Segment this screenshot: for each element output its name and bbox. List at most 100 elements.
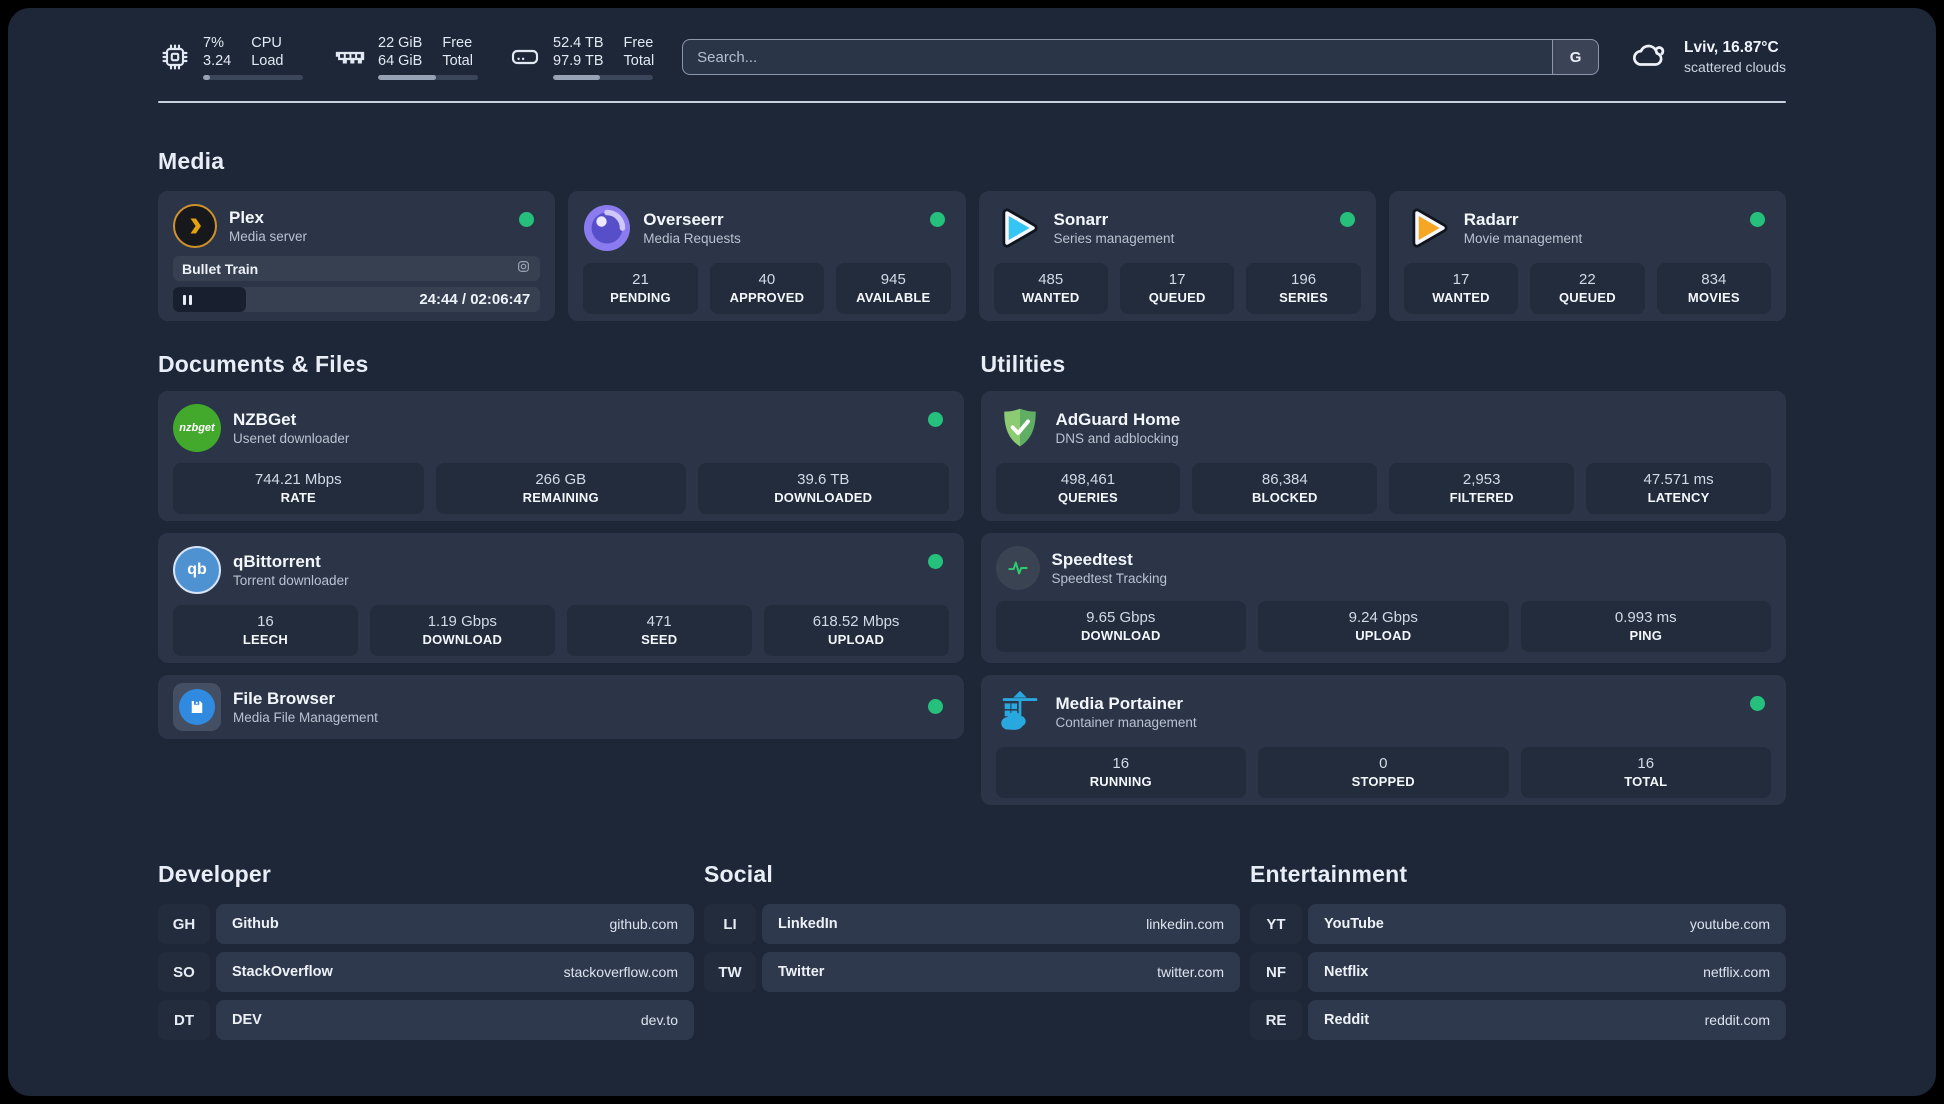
app-title-nzbget: NZBGet [233,409,297,429]
filebrowser-logo-icon [173,683,221,731]
bookmark-twitter[interactable]: TW Twitter twitter.com [704,952,1240,992]
app-title-sonarr: Sonarr [1053,209,1109,229]
status-online-dot [927,699,943,714]
app-card-sonarr[interactable]: Sonarr Series management 485 WANTED 17 Q… [978,191,1376,321]
bookmark-abbr: YT [1250,904,1302,944]
bookmark-linkedin[interactable]: LI LinkedIn linkedin.com [704,904,1240,944]
plex-logo-icon [173,204,217,248]
bookmark-abbr: LI [704,904,756,944]
stat-box-download: 1.19 Gbps DOWNLOAD [369,605,555,656]
utilities-column: Utilities [980,351,1786,805]
app-title-speedtest: Speedtest [1051,549,1133,569]
bookmark-netflix[interactable]: NF Netflix netflix.com [1250,952,1786,992]
status-online-dot [519,212,535,227]
app-title-qbittorrent: qBittorrent [233,551,321,571]
memory-stat: 22 GiB 64 GiB Free Total [333,34,478,80]
app-subtitle-sonarr: Series management [1053,230,1175,246]
bookmark-dev[interactable]: DT DEV dev.to [158,1000,694,1040]
disk-progress-bar [553,75,653,80]
cpu-icon [158,40,192,74]
bookmark-github[interactable]: GH Github github.com [158,904,694,944]
app-card-overseerr[interactable]: Overseerr Media Requests 21 PENDING 40 A… [568,191,966,321]
app-card-qbittorrent[interactable]: qb qBittorrent Torrent downloader 16 [158,533,964,663]
stat-box-queries: 498,461 QUERIES [995,463,1181,514]
bookmark-name: StackOverflow [232,964,333,980]
app-card-portainer[interactable]: Media Portainer Container management 16 … [980,675,1786,805]
ram-progress-bar [378,75,478,80]
bookmark-url: netflix.com [1703,964,1770,980]
status-online-dot [1750,212,1765,227]
app-title-overseerr: Overseerr [643,209,724,229]
stat-box-available: 945 AVAILABLE [836,263,951,314]
disk-label-bottom: Total [623,53,655,69]
status-online-dot [927,554,943,569]
bookmark-name: Netflix [1324,964,1369,980]
bookmark-youtube[interactable]: YT YouTube youtube.com [1250,904,1786,944]
social-links-section: Social LI LinkedIn linkedin.com TW Twitt… [704,861,1240,1048]
stat-box-movies: 834 MOVIES [1656,263,1772,314]
bookmark-url: github.com [609,916,678,932]
stat-box-upload: 9.24 Gbps UPLOAD [1258,601,1509,652]
cloud-icon [1627,36,1671,79]
stat-box-ping: 0.993 ms PING [1520,601,1771,652]
stat-box-wanted: 17 WANTED [1403,263,1519,314]
section-title-developer: Developer [158,861,272,887]
bookmark-name: LinkedIn [778,916,838,932]
stat-box-running: 16 RUNNING [995,747,1246,798]
app-title-adguard: AdGuard Home [1055,409,1181,429]
app-subtitle-qbittorrent: Torrent downloader [233,572,349,588]
app-card-plex[interactable]: Plex Media server Bullet Train [158,191,556,321]
app-subtitle-speedtest: Speedtest Tracking [1051,570,1168,586]
qbittorrent-logo-text: qb [187,561,207,578]
entertainment-links-section: Entertainment YT YouTube youtube.com NF … [1250,861,1786,1048]
bookmark-name: Reddit [1324,1012,1370,1028]
header-divider [158,101,1786,103]
cpu-usage-value: 7% [203,35,224,51]
stat-box-rate: 744.21 Mbps RATE [173,463,424,514]
section-title-social: Social [704,861,773,887]
stat-box-wanted: 485 WANTED [993,263,1108,314]
stat-box-queued: 17 QUEUED [1119,263,1235,314]
app-card-adguard[interactable]: AdGuard Home DNS and adblocking 498,461 … [980,391,1786,521]
bookmark-abbr: GH [158,904,210,944]
weather-location-temp: Lviv, 16.87°C [1684,39,1779,56]
app-card-filebrowser[interactable]: File Browser Media File Management [158,675,964,739]
weather-widget: Lviv, 16.87°C scattered clouds [1627,36,1786,79]
bookmark-name: Github [232,916,279,932]
system-stats: 7% 3.24 CPU Load [158,34,654,80]
ram-icon [333,40,367,74]
status-online-dot [1339,212,1355,227]
search-input[interactable] [683,40,1553,74]
adguard-logo-icon [996,404,1044,452]
app-subtitle-nzbget: Usenet downloader [233,430,350,446]
bookmark-reddit[interactable]: RE Reddit reddit.com [1250,1000,1786,1040]
stat-box-download: 9.65 Gbps DOWNLOAD [995,601,1246,652]
radarr-logo-icon [1404,204,1452,252]
stat-box-approved: 40 APPROVED [709,263,825,314]
bookmark-stackoverflow[interactable]: SO StackOverflow stackoverflow.com [158,952,694,992]
weather-condition: scattered clouds [1684,59,1786,75]
stat-box-pending: 21 PENDING [583,263,698,314]
stat-box-remaining: 266 GB REMAINING [435,463,686,514]
qbittorrent-logo-icon: qb [173,546,221,594]
bookmark-abbr: SO [158,952,210,992]
bookmark-url: reddit.com [1704,1012,1770,1028]
section-title-documents: Documents & Files [158,351,369,377]
app-card-nzbget[interactable]: nzbget NZBGet Usenet downloader 744.21 M… [158,391,964,521]
cpu-label-bottom: Load [251,53,284,69]
disk-icon [508,40,542,74]
stat-box-queued: 22 QUEUED [1530,263,1645,314]
app-card-speedtest[interactable]: Speedtest Speedtest Tracking 9.65 Gbps D… [980,533,1786,663]
disk-label-top: Free [623,35,654,51]
search-engine-button[interactable]: G [1552,40,1599,74]
bookmark-url: linkedin.com [1146,916,1224,932]
ram-total-value: 64 GiB [378,53,423,69]
bookmark-name: YouTube [1324,916,1384,932]
nzbget-logo-icon: nzbget [173,404,221,452]
disk-free-value: 52.4 TB [553,35,604,51]
search-bar[interactable]: G [682,39,1600,75]
app-card-radarr[interactable]: Radarr Movie management 17 WANTED 22 QUE… [1388,191,1786,321]
media-card-grid: Plex Media server Bullet Train [158,191,1786,321]
bookmark-abbr: TW [704,952,756,992]
bookmark-name: Twitter [778,964,825,980]
